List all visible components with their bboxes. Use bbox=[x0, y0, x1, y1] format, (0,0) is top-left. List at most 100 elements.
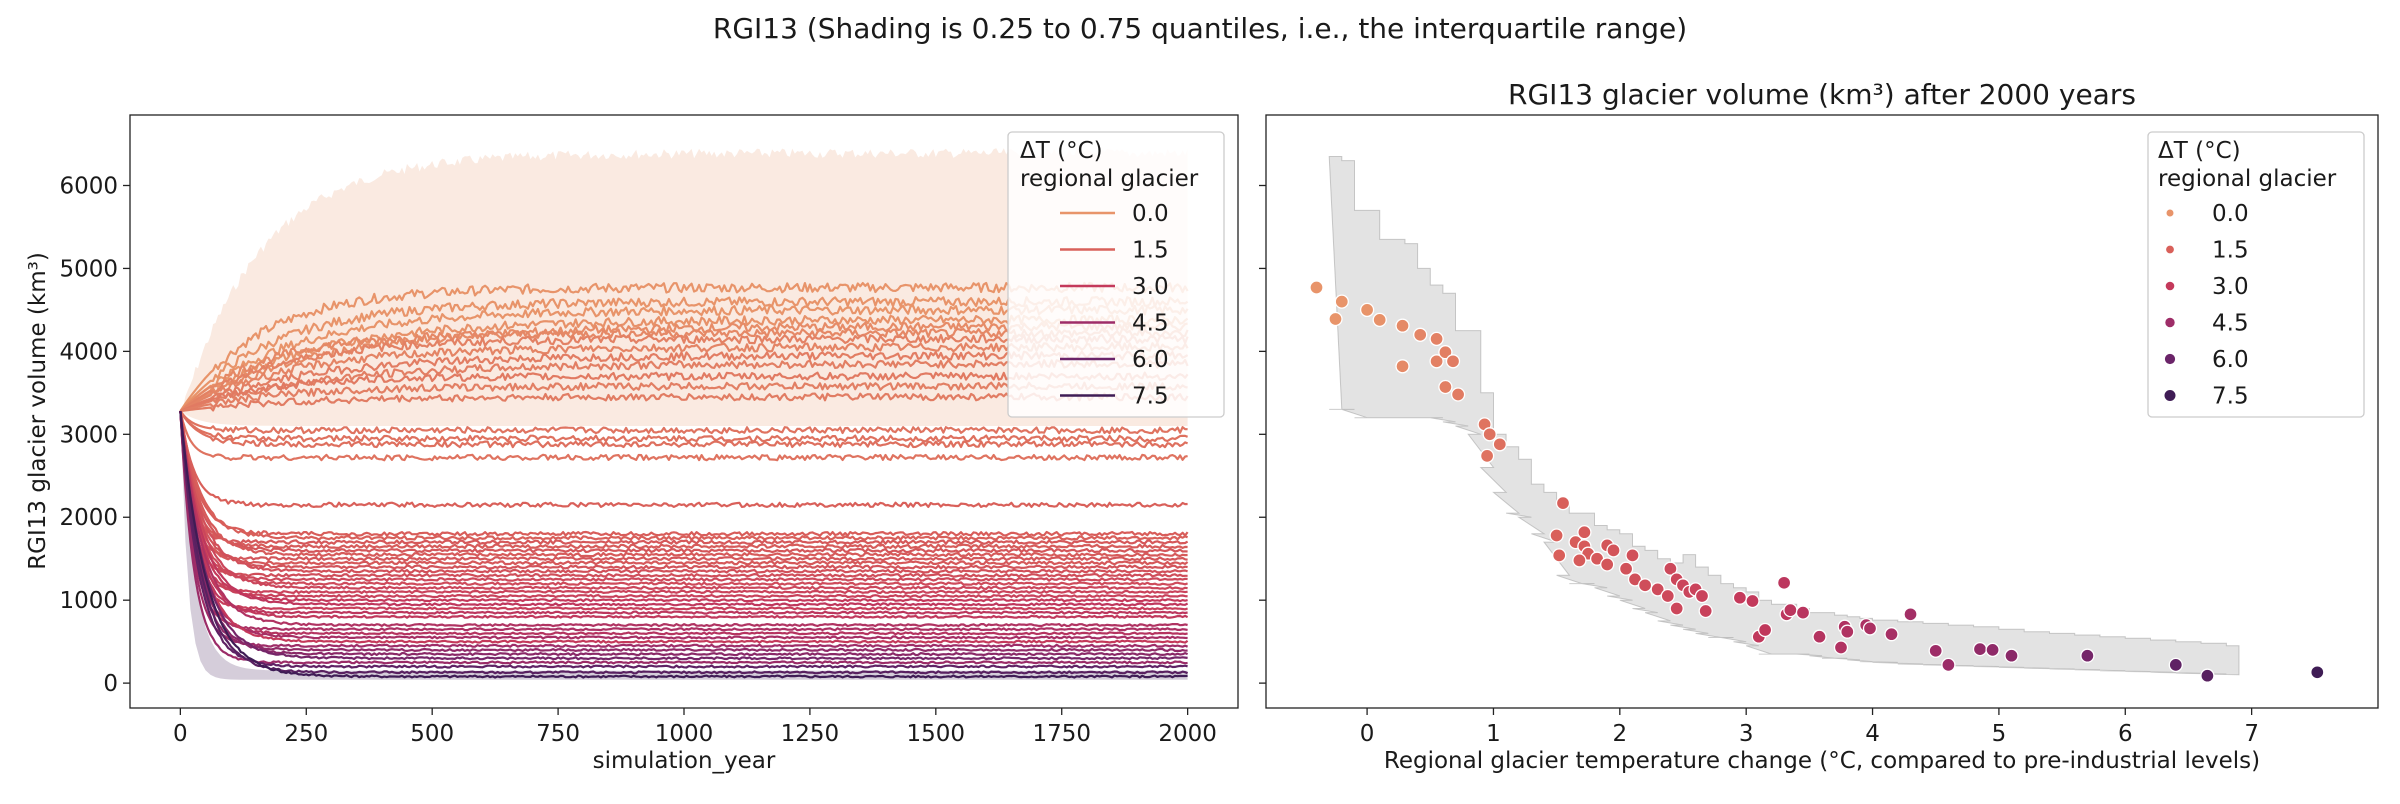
scatter-point bbox=[1698, 603, 1713, 619]
scatter-point bbox=[1552, 548, 1567, 563]
x-tick-label: 4 bbox=[1865, 721, 1880, 747]
legend-marker-swatch bbox=[2165, 244, 2175, 255]
left-legend-box bbox=[1007, 131, 1225, 418]
x-tick-label: 6 bbox=[2118, 721, 2133, 747]
series-line bbox=[179, 410, 1188, 508]
scatter-point bbox=[1941, 657, 1956, 673]
x-tick-label: 750 bbox=[536, 721, 580, 747]
scatter-point bbox=[1328, 311, 1343, 327]
scatter-point bbox=[1840, 624, 1855, 639]
series-line bbox=[179, 410, 1189, 619]
series-line bbox=[179, 410, 1188, 558]
series-line bbox=[179, 410, 1188, 603]
scatter-point bbox=[1334, 294, 1349, 309]
scatter-point bbox=[1445, 354, 1461, 369]
series-line bbox=[179, 410, 1189, 449]
series-line bbox=[179, 410, 1188, 586]
legend-label: 7.5 bbox=[2212, 384, 2249, 410]
scatter-point bbox=[1309, 280, 1324, 295]
legend-marker-swatch bbox=[2163, 352, 2177, 366]
series-line bbox=[179, 410, 1188, 570]
scatter-point bbox=[2200, 668, 2215, 683]
legend-label: 3.0 bbox=[2212, 274, 2249, 300]
scatter-point bbox=[1479, 448, 1495, 464]
x-tick-label: 5 bbox=[1992, 721, 2007, 747]
legend-label: 1.5 bbox=[1132, 238, 1169, 264]
scatter-point bbox=[1663, 561, 1678, 576]
series-line bbox=[179, 411, 1188, 653]
right-y-ticks bbox=[1259, 184, 1266, 684]
right-axes-frame bbox=[1265, 114, 2379, 709]
series-line bbox=[179, 411, 1188, 562]
series-line bbox=[179, 411, 1188, 599]
series-line bbox=[179, 410, 1189, 566]
scatter-point bbox=[1359, 302, 1375, 318]
series-line bbox=[179, 410, 1188, 628]
scatter-point bbox=[1812, 629, 1827, 644]
series-line bbox=[179, 411, 1189, 675]
series-line bbox=[179, 410, 1189, 644]
series-line bbox=[179, 410, 1188, 591]
scatter-point bbox=[1884, 627, 1899, 642]
scatter-point bbox=[1972, 641, 1988, 657]
scatter-point bbox=[2168, 657, 2183, 673]
scatter-point bbox=[2310, 665, 2325, 680]
scatter-point bbox=[1492, 437, 1507, 452]
legend-label: 7.5 bbox=[1132, 384, 1169, 410]
left-legend-items: 0.0 1.5 3.0 4.5 6.0 7.5 bbox=[1060, 201, 1169, 410]
right-iqr-band bbox=[1328, 156, 2240, 676]
left-legend-title-1: ΔT (°C) bbox=[1020, 138, 1103, 164]
series-line bbox=[179, 411, 1188, 665]
right-plot-title: RGI13 glacier volume (km³) after 2000 ye… bbox=[1508, 78, 2136, 111]
x-tick-label: 3 bbox=[1739, 721, 1754, 747]
scatter-point bbox=[1429, 331, 1444, 347]
right-legend-items: 0.0 1.5 3.0 4.5 6.0 7.5 bbox=[2163, 201, 2249, 410]
x-tick-label: 500 bbox=[410, 721, 454, 747]
x-tick-label: 0 bbox=[173, 721, 188, 747]
scatter-point bbox=[1438, 345, 1453, 360]
right-scatter-points bbox=[1309, 280, 2325, 683]
legend-marker-swatch bbox=[2164, 280, 2176, 292]
scatter-point bbox=[1745, 593, 1760, 609]
scatter-point bbox=[1795, 605, 1811, 620]
legend-label: 3.0 bbox=[1132, 274, 1169, 300]
legend-marker-swatch bbox=[2163, 389, 2177, 402]
left-legend: ΔT (°C) regional glacier 0.0 1.5 3.0 4.5 6.0… bbox=[1007, 131, 1225, 418]
series-line bbox=[179, 410, 1188, 550]
legend-label: 1.5 bbox=[2212, 238, 2249, 264]
scatter-point bbox=[1395, 318, 1410, 333]
scatter-point bbox=[1985, 642, 2000, 658]
scatter-point bbox=[1606, 543, 1621, 558]
series-line bbox=[179, 411, 1188, 578]
scatter-point bbox=[1600, 557, 1615, 572]
scatter-point bbox=[1833, 640, 1849, 655]
scatter-point bbox=[1555, 495, 1571, 511]
series-line bbox=[179, 410, 1188, 443]
series-line bbox=[179, 410, 1188, 679]
x-tick-label: 1750 bbox=[1032, 721, 1091, 747]
scatter-point bbox=[1438, 379, 1453, 395]
scatter-point bbox=[1757, 622, 1773, 638]
scatter-point bbox=[1618, 561, 1634, 576]
series-line bbox=[179, 411, 1188, 636]
series-line bbox=[179, 411, 1188, 640]
scatter-point bbox=[1694, 588, 1710, 604]
x-tick-label: 0 bbox=[1360, 721, 1375, 747]
legend-label: 6.0 bbox=[2212, 347, 2249, 373]
right-legend-box bbox=[2147, 131, 2365, 418]
scatter-point bbox=[1783, 602, 1798, 618]
y-tick-label: 3000 bbox=[59, 422, 118, 448]
series-line bbox=[179, 411, 1189, 657]
scatter-point bbox=[2080, 648, 2095, 663]
x-tick-label: 1000 bbox=[655, 721, 714, 747]
left-y-axis-label: RGI13 glacier volume (km³) bbox=[25, 252, 51, 570]
legend-marker-swatch bbox=[2165, 208, 2175, 218]
legend-marker-swatch bbox=[2164, 316, 2176, 329]
series-line bbox=[179, 410, 1188, 661]
scatter-point bbox=[1903, 607, 1918, 622]
series-line bbox=[179, 411, 1189, 648]
scatter-point bbox=[1482, 427, 1497, 442]
right-legend-title-2: regional glacier bbox=[2158, 166, 2337, 192]
series-line bbox=[179, 410, 1188, 435]
